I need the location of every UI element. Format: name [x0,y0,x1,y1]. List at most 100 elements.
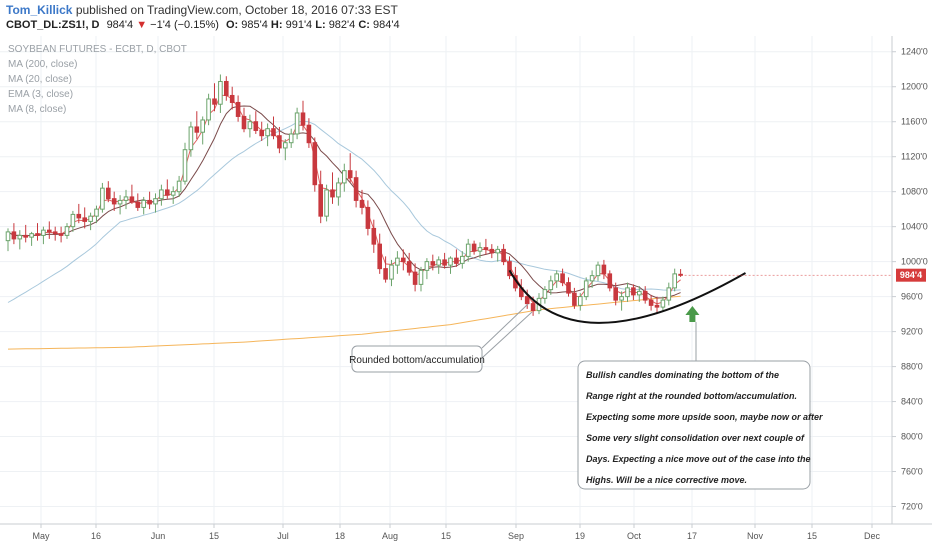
candle-body [64,226,70,236]
candle-body [601,264,607,275]
close-value: 984'4 [373,19,400,31]
candle [288,128,294,148]
candle-body [58,233,64,236]
candle [265,123,270,147]
high-value: 991'4 [285,19,313,31]
candle [347,153,353,183]
candle-body [52,231,58,235]
candle-body [418,269,424,285]
note-line-3: Expecting some more upside soon, maybe n… [586,412,823,422]
candle [52,226,58,241]
candle [318,170,323,224]
legend-ma20[interactable]: MA (20, close) [8,74,72,85]
candle-body [465,243,471,257]
candle [312,137,318,192]
ma200-line [7,295,681,350]
y-tick-label: 1080'0 [901,187,928,197]
candle [342,163,347,192]
y-tick-label: 1200'0 [901,82,928,92]
candle-body [129,196,135,203]
legend-ma200[interactable]: MA (200, close) [8,59,77,70]
candle [642,286,648,304]
candle [70,210,76,232]
candle [259,121,264,141]
candle-body [11,231,17,240]
candle [58,226,64,243]
legend-ema3[interactable]: EMA (3, close) [8,89,73,100]
candle-body [406,261,412,273]
y-tick-label: 840'0 [901,397,923,407]
candle-body [259,129,264,137]
candle-body [383,268,388,280]
candle-body [595,264,601,277]
candle [165,179,170,199]
candle [672,268,678,292]
price-tag: 984'4 [896,268,926,282]
x-tick-label: May [32,531,50,541]
x-tick-label: 19 [575,531,585,541]
candle [212,83,217,112]
candle-body [412,271,418,285]
price-chart[interactable]: 1240'0 1200'0 1160'0 1120'0 1080'0 1040'0 1000… [0,36,932,550]
open-value: 985'4 [241,19,268,31]
candle [454,249,459,267]
candle [371,219,377,253]
candle [542,286,548,304]
candle-body [578,296,583,306]
candle-body [235,101,241,117]
candle [306,118,312,148]
candle [153,193,158,213]
candle-body [206,98,211,121]
chart-header: Tom_Killick published on TradingView.com… [0,0,932,36]
candle [170,186,176,204]
candle [666,282,672,306]
candle [578,293,583,311]
candle [241,107,247,133]
candle-body [442,259,447,266]
rounded-bottom-callout[interactable]: Rounded bottom/accumulation [349,345,485,373]
candle [253,111,259,134]
candle [589,270,595,288]
candle [471,240,477,255]
y-tick-label: 1040'0 [901,222,928,232]
candle-body [29,233,34,238]
candle [23,224,28,243]
candle-body [224,80,229,96]
candle-body [401,257,406,263]
publish-info: published on TradingView.com, October 18… [75,3,398,17]
author-link[interactable]: Tom_Killick [6,3,73,17]
candle-body [17,234,23,240]
candle-body [471,243,477,252]
candle [194,111,200,140]
candle-body [330,189,335,198]
candle-body [165,189,170,196]
candle [607,270,613,292]
candle-body [283,142,288,149]
candle-body [460,255,465,264]
candle [235,95,241,122]
candle [613,282,619,306]
candle [383,256,388,283]
y-tick-label: 1000'0 [901,257,928,267]
legend-ma8[interactable]: MA (8, close) [8,104,66,115]
candle-body [35,233,40,236]
candle-body [353,177,359,201]
candle-body [294,112,300,135]
candle-body [117,199,123,205]
candle-body [147,199,152,205]
note-line-2: Range right at the rounded bottom/accumu… [586,391,797,401]
candle-body [5,231,11,242]
candle-body [277,135,282,149]
candle [41,226,46,245]
symbol-label: CBOT_DL:ZS1!, D [6,19,100,31]
candle [625,282,630,302]
candle [566,277,571,297]
callout-pointer [481,311,533,359]
candle-body [141,199,146,208]
candle-body [318,184,323,217]
candle [94,205,99,224]
analysis-note[interactable]: Bullish candles dominating the bottom of… [577,360,823,490]
candle [111,191,117,211]
candle-body [76,213,82,219]
candle [271,116,276,140]
